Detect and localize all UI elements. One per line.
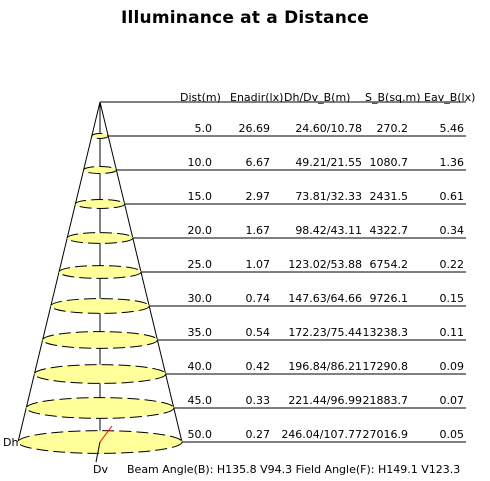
table-cell-dhdv: 49.21/21.55	[295, 156, 362, 169]
beam-spot-ellipse	[25, 397, 175, 419]
table-cell-eav: 0.61	[440, 190, 465, 203]
axis-labels: Dh Dv Beam Angle(B): H135.8 V94.3 Field …	[3, 436, 460, 476]
dv-label: Dv	[93, 463, 108, 476]
column-header: Enadir(lx)	[230, 91, 283, 104]
column-header: Dh/Dv_B(m)	[284, 91, 350, 104]
table-cell-eav: 0.07	[440, 394, 465, 407]
distance-table: Dist(m) Enadir(lx) Dh/Dv_B(m) S_B(sq.m) Eav_…	[100, 91, 475, 443]
table-cell-enadir: 0.42	[246, 360, 271, 373]
table-cell-enadir: 1.67	[246, 224, 271, 237]
beam-spot-ellipse	[33, 364, 167, 384]
column-header: Dist(m)	[180, 91, 221, 104]
beam-spot-ellipse	[91, 133, 109, 139]
table-cell-eav: 5.46	[440, 122, 465, 135]
table-cell-dist: 40.0	[188, 360, 213, 373]
table-cell-dhdv: 172.23/75.44	[288, 326, 362, 339]
beam-spot-ellipse	[42, 331, 158, 349]
table-cell-eav: 0.22	[440, 258, 465, 271]
table-cell-dhdv: 221.44/96.99	[288, 394, 362, 407]
table-cell-dist: 50.0	[188, 428, 213, 441]
table-cell-dhdv: 73.81/32.33	[295, 190, 362, 203]
table-cell-dist: 20.0	[188, 224, 213, 237]
table-cell-area: 13238.3	[363, 326, 409, 339]
table-cell-area: 270.2	[377, 122, 409, 135]
table-cell-dhdv: 196.84/86.21	[288, 360, 362, 373]
beam-field-angle-footer: Beam Angle(B): H135.8 V94.3 Field Angle(…	[127, 463, 460, 476]
column-header: Eav_B(lx)	[424, 91, 475, 104]
table-cell-eav: 0.09	[440, 360, 465, 373]
table-cell-enadir: 26.69	[239, 122, 271, 135]
table-cell-enadir: 0.33	[246, 394, 271, 407]
table-cell-dist: 10.0	[188, 156, 213, 169]
beam-spot-ellipse	[83, 166, 117, 174]
table-cell-area: 6754.2	[370, 258, 409, 271]
table-cell-eav: 0.15	[440, 292, 465, 305]
table-cell-enadir: 6.67	[246, 156, 271, 169]
column-header: S_B(sq.m)	[365, 91, 421, 104]
table-cell-area: 27016.9	[363, 428, 409, 441]
table-cell-area: 4322.7	[370, 224, 409, 237]
beam-spot-ellipse	[74, 199, 126, 209]
table-cell-area: 9726.1	[370, 292, 409, 305]
table-cell-enadir: 2.97	[246, 190, 271, 203]
radius-indicator-line	[99, 425, 113, 443]
table-cell-dist: 5.0	[195, 122, 213, 135]
table-cell-dhdv: 24.60/10.78	[295, 122, 362, 135]
table-cell-dist: 45.0	[188, 394, 213, 407]
table-cell-eav: 1.36	[440, 156, 465, 169]
table-cell-enadir: 1.07	[246, 258, 271, 271]
table-cell-dist: 30.0	[188, 292, 213, 305]
dh-label: Dh	[3, 436, 18, 449]
table-cell-enadir: 0.74	[246, 292, 271, 305]
dv-pointer-line	[95, 441, 101, 463]
table-cell-area: 21883.7	[363, 394, 409, 407]
table-cell-dhdv: 98.42/43.11	[295, 224, 362, 237]
beam-spot-ellipse	[58, 265, 142, 279]
table-cell-dist: 15.0	[188, 190, 213, 203]
table-cell-dist: 25.0	[188, 258, 213, 271]
table-cell-area: 17290.8	[363, 360, 409, 373]
table-cell-eav: 0.34	[440, 224, 465, 237]
beam-cone	[17, 101, 183, 463]
table-cell-area: 2431.5	[370, 190, 409, 203]
beam-spot-ellipse	[66, 232, 134, 244]
table-cell-enadir: 0.54	[246, 326, 271, 339]
table-cell-dhdv: 123.02/53.88	[288, 258, 362, 271]
table-cell-dhdv: 246.04/107.77	[281, 428, 362, 441]
table-cell-area: 1080.7	[370, 156, 409, 169]
table-cell-eav: 0.05	[440, 428, 465, 441]
beam-spot-ellipse	[50, 298, 150, 314]
table-cell-dhdv: 147.63/64.66	[288, 292, 362, 305]
table-cell-enadir: 0.27	[246, 428, 271, 441]
table-cell-eav: 0.11	[440, 326, 465, 339]
table-cell-dist: 35.0	[188, 326, 213, 339]
chart-title: Illuminance at a Distance	[120, 8, 370, 28]
